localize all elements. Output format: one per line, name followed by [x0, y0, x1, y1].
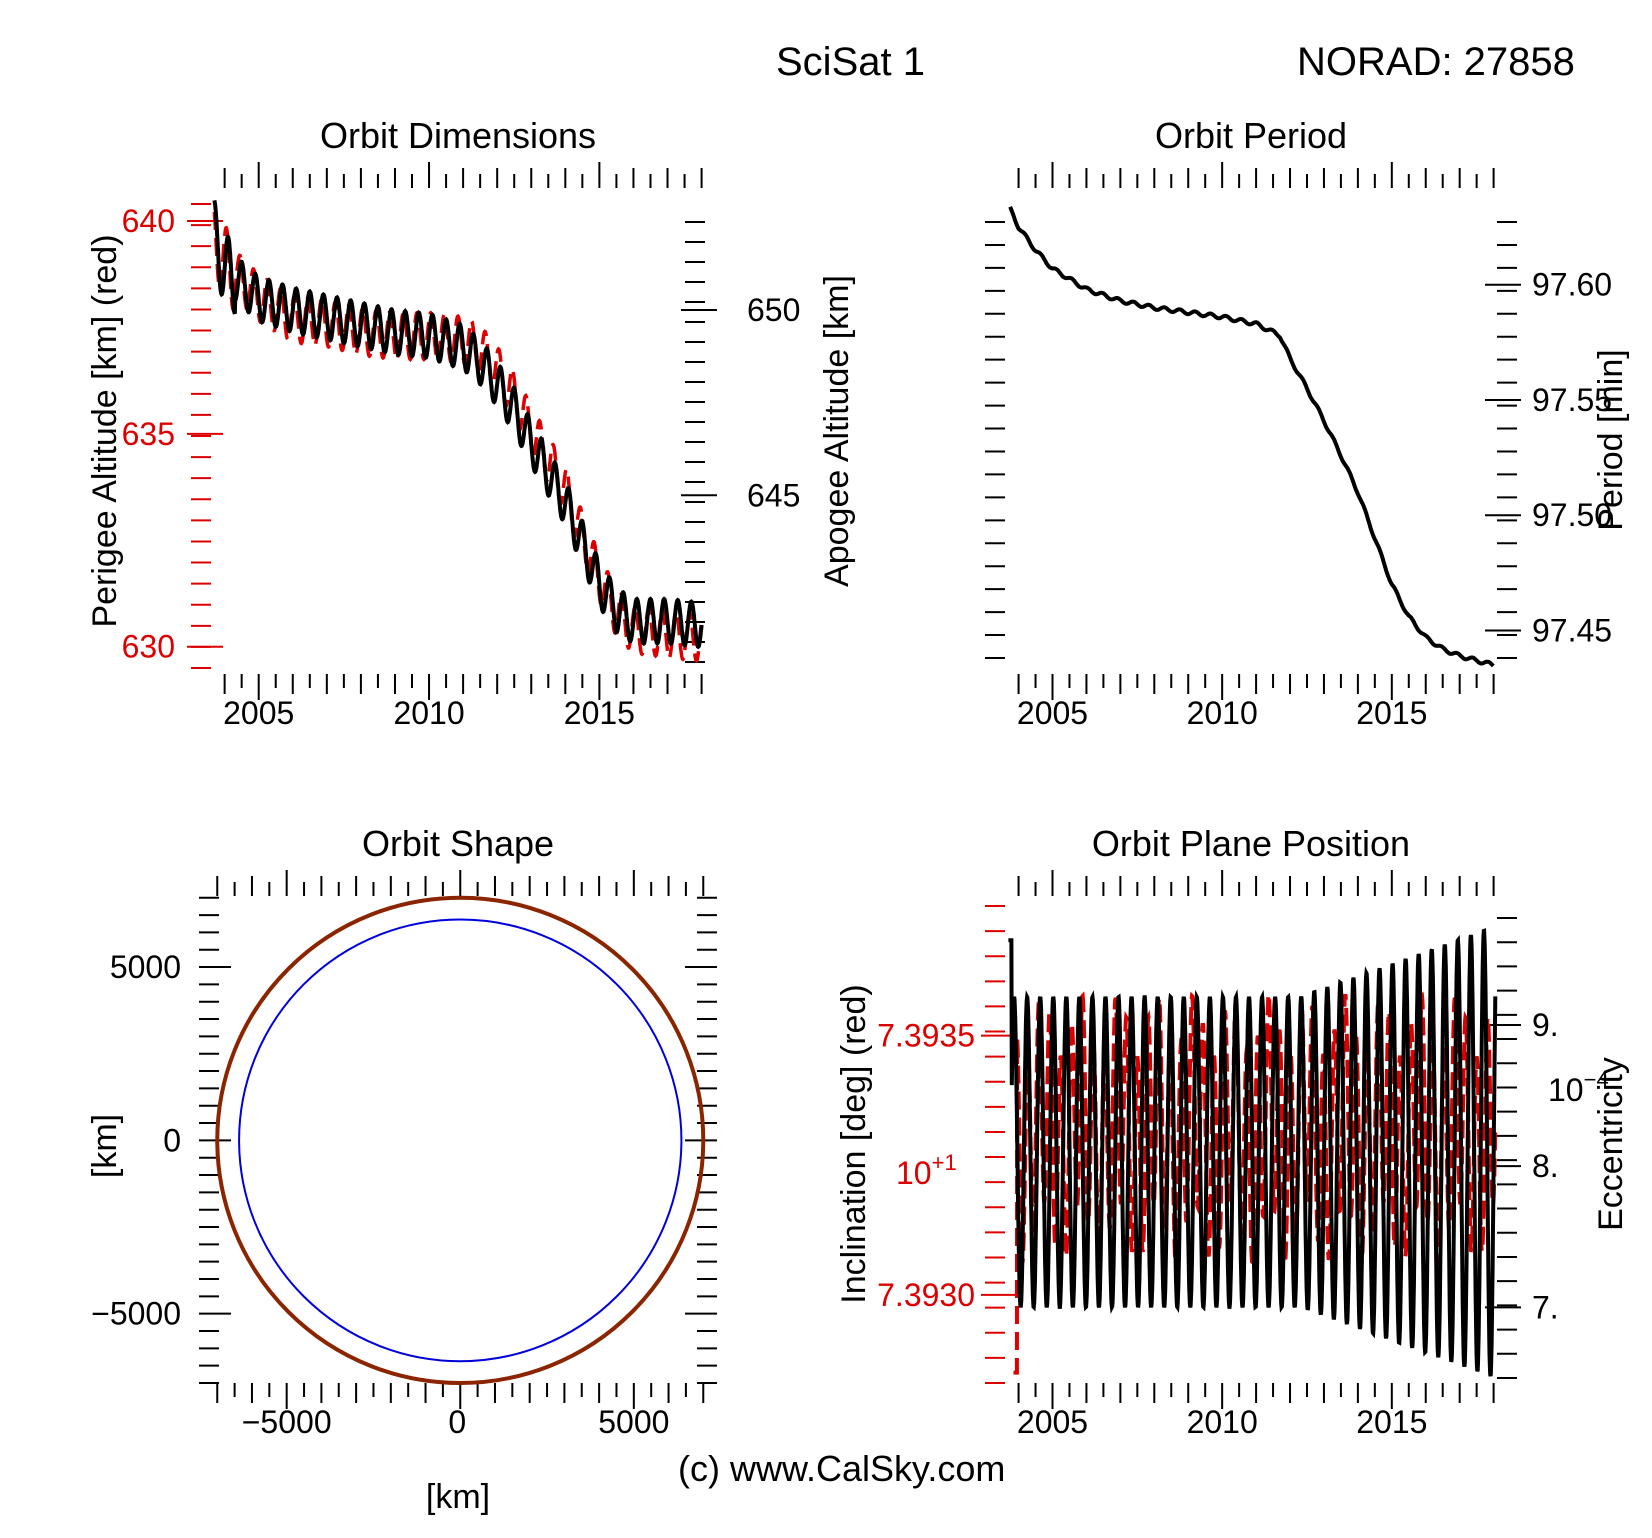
- plane-ylabel-right: Eccentricity: [1592, 1057, 1630, 1231]
- plane-xtick-label: 2015: [1356, 1404, 1427, 1440]
- plane-left-exponent: 10+1: [896, 1150, 957, 1191]
- plane-xtick-label: 2010: [1187, 1404, 1258, 1440]
- period-right-tick-label: 97.55: [1532, 382, 1612, 418]
- dims-left-tick-label: 640: [122, 203, 175, 239]
- period-right-tick-label: 97.50: [1532, 497, 1612, 533]
- satellite-name: SciSat 1: [776, 40, 925, 84]
- norad-id: NORAD: 27858: [1297, 40, 1575, 84]
- period-series-line: [1008, 205, 1495, 668]
- shape-xtick-label: 5000: [598, 1404, 669, 1440]
- dims-left-tick-label: 630: [122, 629, 175, 665]
- dims-xtick-label: 2010: [393, 695, 464, 731]
- orbit-circle: [215, 895, 706, 1386]
- dims-xtick-label: 2005: [223, 695, 294, 731]
- plane-right-tick-label: 9.: [1532, 1007, 1559, 1043]
- shape-xlabel: [km]: [426, 1478, 490, 1516]
- shape-xtick-label: −5000: [242, 1404, 332, 1440]
- dims-xtick-label: 2015: [564, 695, 635, 731]
- period-right-tick-label: 97.60: [1532, 267, 1612, 303]
- plane-xtick-label: 2005: [1017, 1404, 1088, 1440]
- dims-right-tick-label: 650: [747, 292, 800, 328]
- earth-circle: [238, 918, 683, 1363]
- plane-right-tick-label: 8.: [1532, 1148, 1559, 1184]
- dims-ylabel-right: Apogee Altitude [km]: [818, 275, 856, 587]
- shape-ytick-label: 5000: [110, 949, 181, 985]
- period-title: Orbit Period: [1155, 115, 1347, 156]
- dims-series-perigee-line: [212, 211, 704, 664]
- dims-title: Orbit Dimensions: [320, 115, 596, 156]
- dims-series-apogee-line: [212, 200, 704, 650]
- period-ylabel-right: Period [min]: [1592, 349, 1630, 530]
- period-xtick-label: 2015: [1356, 695, 1427, 731]
- shape-ytick-label: 0: [163, 1122, 181, 1158]
- plane-left-tick-label: 7.3935: [877, 1018, 975, 1054]
- period-right-tick-label: 97.45: [1532, 613, 1612, 649]
- dims-left-tick-label: 635: [122, 416, 175, 452]
- period-xtick-label: 2005: [1017, 695, 1088, 731]
- shape-title: Orbit Shape: [362, 823, 554, 864]
- plane-title: Orbit Plane Position: [1092, 823, 1410, 864]
- shape-ylabel: [km]: [86, 1114, 124, 1178]
- dims-ylabel-left: Perigee Altitude [km] (red): [86, 234, 124, 627]
- credit-text: (c) www.CalSky.com: [678, 1448, 1006, 1489]
- period-xtick-label: 2010: [1187, 695, 1258, 731]
- plane-left-tick-label: 7.3930: [877, 1277, 975, 1313]
- shape-xtick-label: 0: [448, 1404, 466, 1440]
- shape-ytick-label: −5000: [91, 1296, 181, 1332]
- dims-right-tick-label: 645: [747, 477, 800, 513]
- plane-right-tick-label: 7.: [1532, 1289, 1559, 1325]
- plane-series-eccentricity-line: [1008, 928, 1498, 1377]
- plane-ylabel-left: Inclination [deg] (red): [835, 984, 873, 1303]
